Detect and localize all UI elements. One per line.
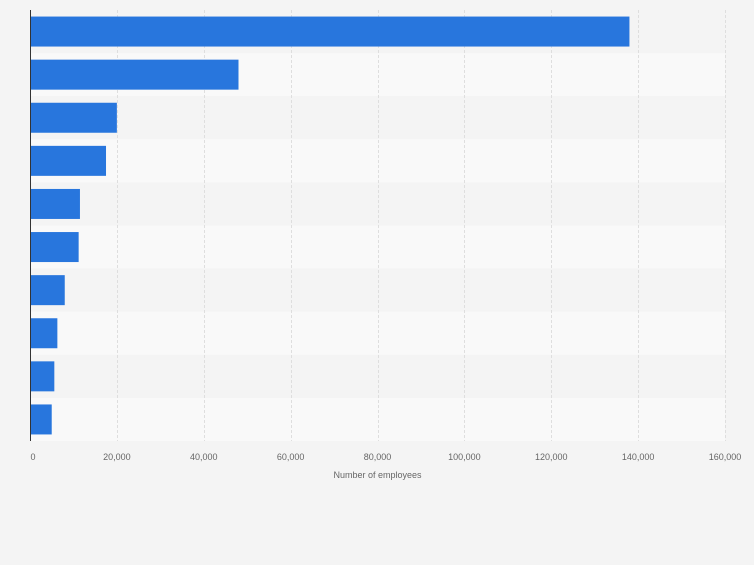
bar	[30, 145, 107, 176]
bar	[30, 275, 65, 306]
x-tick-label: 20,000	[103, 452, 131, 462]
bar	[30, 361, 55, 392]
bar	[30, 102, 117, 133]
x-tick-label: 100,000	[448, 452, 481, 462]
x-tick-label: 80,000	[364, 452, 392, 462]
row-band	[30, 182, 725, 226]
row-band	[30, 96, 725, 140]
row-band	[30, 354, 725, 398]
x-tick-label: 160,000	[709, 452, 742, 462]
bar	[30, 318, 58, 349]
x-axis-label: Number of employees	[333, 470, 422, 480]
bar	[30, 404, 52, 435]
x-tick-label: 140,000	[622, 452, 655, 462]
x-tick-label: 0	[30, 452, 35, 462]
row-band	[30, 311, 725, 355]
row-band	[30, 225, 725, 269]
row-band	[30, 268, 725, 312]
row-bands	[30, 10, 725, 441]
x-tick-labels: 0 20,000 40,000 60,000 80,000 100,000 120,000 1…	[30, 452, 741, 462]
row-band	[30, 139, 725, 183]
bars	[30, 16, 630, 435]
row-band	[30, 397, 725, 441]
bar	[30, 59, 239, 90]
x-tick-label: 60,000	[277, 452, 305, 462]
x-tick-label: 120,000	[535, 452, 568, 462]
bar	[30, 188, 80, 219]
bar	[30, 232, 79, 263]
bar	[30, 16, 630, 47]
x-tick-label: 40,000	[190, 452, 218, 462]
